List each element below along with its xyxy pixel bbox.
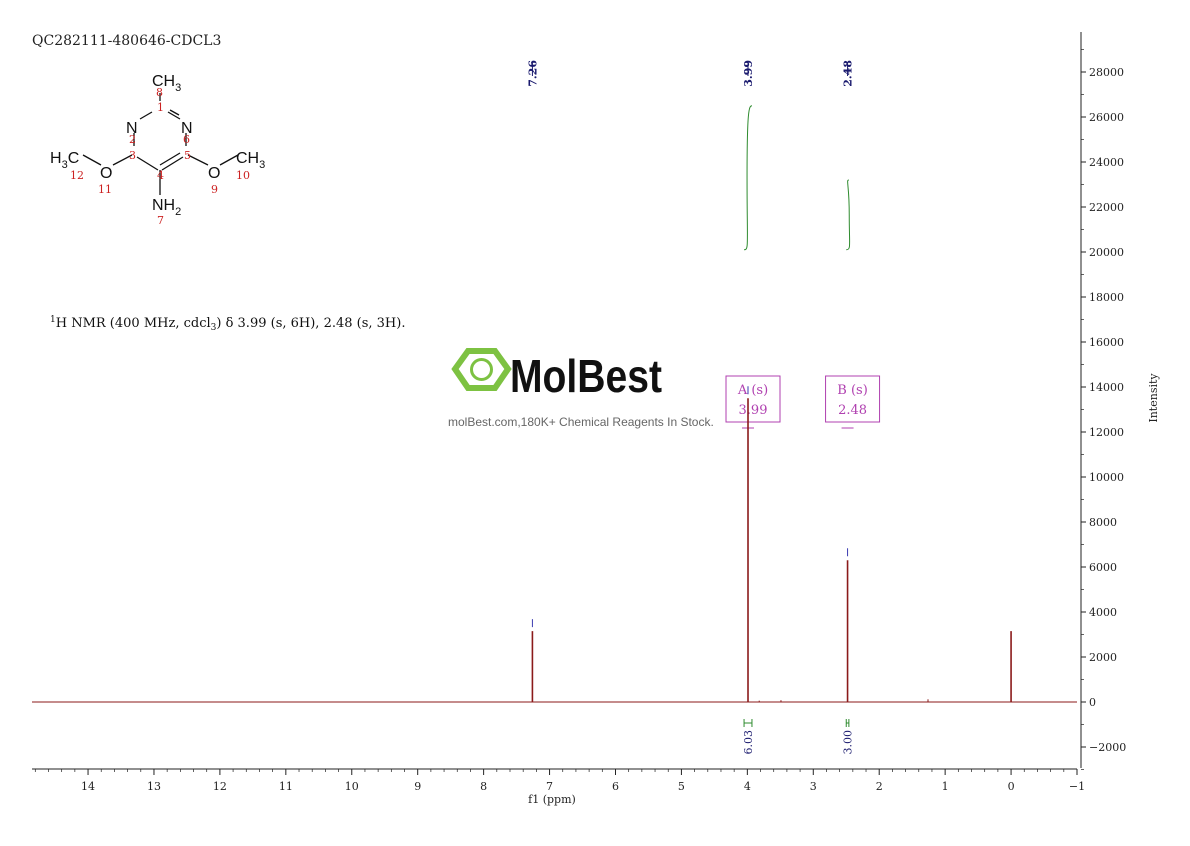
multiplet-box xyxy=(825,375,881,423)
multiplet-label: B (s) xyxy=(837,383,868,398)
ch3-top-label: CH3 xyxy=(152,73,181,94)
x-tick-label: 10 xyxy=(345,780,359,793)
n-right-label: N xyxy=(181,120,193,137)
x-tick-label: 3 xyxy=(810,780,817,793)
atom-number: 12 xyxy=(70,169,84,182)
y-tick-label: 18000 xyxy=(1089,291,1124,304)
y-tick-label: 16000 xyxy=(1089,336,1124,349)
y-tick-label: 8000 xyxy=(1089,516,1117,529)
x-tick-label: −1 xyxy=(1069,780,1085,793)
x-axis-ticks: 14 13 12 11 10 9 8 7 6 5 4 3 2 1 0 −1 xyxy=(34,769,1085,793)
integral-curve xyxy=(743,105,753,251)
benzene-logo-icon xyxy=(451,348,512,391)
y-tick-label: 20000 xyxy=(1089,246,1124,259)
atom-number: 5 xyxy=(184,149,191,162)
y-tick-label: 2000 xyxy=(1089,651,1117,664)
peak-label: 2.48 xyxy=(842,60,855,87)
x-tick-label: 5 xyxy=(678,780,685,793)
integral-curve xyxy=(846,179,851,251)
y-tick-label: 14000 xyxy=(1089,381,1124,394)
peak-labels: 7.26 3.99 2.48 xyxy=(526,60,855,628)
atom-number: 2 xyxy=(129,133,136,146)
peak-label: 7.26 xyxy=(526,60,539,87)
o-right-label: O xyxy=(208,165,220,182)
x-tick-label: 2 xyxy=(876,780,883,793)
multiplet-label: A (s) xyxy=(737,383,768,398)
atom-number: 10 xyxy=(236,169,250,182)
y-tick-label: 22000 xyxy=(1089,201,1124,214)
ch3-right-label: CH3 xyxy=(236,150,265,171)
multiplet-shift: 2.48 xyxy=(838,403,867,418)
x-tick-label: 6 xyxy=(612,780,619,793)
molbest-watermark: MolBest molBest.com,180K+ Chemical Reage… xyxy=(448,348,714,429)
y-axis-ticks: −2000 0 2000 4000 6000 8000 10000 12000 14000 160… xyxy=(1081,49,1126,770)
x-tick-label: 7 xyxy=(546,780,553,793)
y-tick-label: −2000 xyxy=(1089,741,1126,754)
atom-number: 7 xyxy=(157,214,164,227)
peak-label: 3.99 xyxy=(742,60,755,87)
nmr-description: 1H NMR (400 MHz, cdcl3) δ 3.99 (s, 6H), … xyxy=(50,315,405,333)
x-tick-label: 14 xyxy=(81,780,95,793)
spectrum-trace xyxy=(32,398,1077,703)
atom-number: 4 xyxy=(157,169,164,182)
x-axis-label: f1 (ppm) xyxy=(528,793,576,806)
integral-curves: 6.03 3.00 xyxy=(742,105,855,755)
sample-id: QC282111-480646-CDCL3 xyxy=(32,33,221,49)
h3c-left-label: H3C xyxy=(50,150,79,171)
atom-number: 3 xyxy=(129,149,136,162)
integral-value: 6.03 xyxy=(742,730,755,755)
benzene-ring-icon xyxy=(470,358,493,381)
atom-number: 9 xyxy=(211,183,218,196)
o-left-label: O xyxy=(100,165,112,182)
x-tick-label: 9 xyxy=(414,780,421,793)
x-tick-label: 12 xyxy=(213,780,227,793)
atom-number: 11 xyxy=(98,183,112,196)
y-tick-label: 12000 xyxy=(1089,426,1124,439)
multiplet-box xyxy=(725,375,781,423)
x-tick-label: 8 xyxy=(480,780,487,793)
x-tick-label: 11 xyxy=(279,780,293,793)
nh2-label: NH2 xyxy=(152,197,181,218)
atom-number: 8 xyxy=(156,86,163,99)
y-tick-label: 26000 xyxy=(1089,111,1124,124)
multiplet-shift: 3.99 xyxy=(739,403,768,418)
x-tick-label: 1 xyxy=(942,780,949,793)
atom-number: 6 xyxy=(183,133,190,146)
atom-number: 1 xyxy=(157,101,164,114)
y-axis-label: Intensity xyxy=(1147,373,1160,423)
y-tick-label: 6000 xyxy=(1089,561,1117,574)
x-tick-label: 13 xyxy=(147,780,161,793)
y-tick-label: 28000 xyxy=(1089,66,1124,79)
n-left-label: N xyxy=(126,120,138,137)
x-tick-label: 0 xyxy=(1008,780,1015,793)
y-tick-label: 0 xyxy=(1089,696,1096,709)
y-tick-label: 24000 xyxy=(1089,156,1124,169)
y-tick-label: 4000 xyxy=(1089,606,1117,619)
watermark-brand: MolBest xyxy=(510,350,662,402)
molecule-structure: CH3 N N H3C O O CH3 NH2 8 1 2 6 3 5 4 12… xyxy=(50,73,265,227)
y-tick-label: 10000 xyxy=(1089,471,1124,484)
multiplet-boxes: A (s) 3.99 B (s) 2.48 xyxy=(725,375,881,429)
integral-value: 3.00 xyxy=(842,730,855,755)
watermark-tagline: molBest.com,180K+ Chemical Reagents In S… xyxy=(448,415,714,429)
x-tick-label: 4 xyxy=(744,780,751,793)
